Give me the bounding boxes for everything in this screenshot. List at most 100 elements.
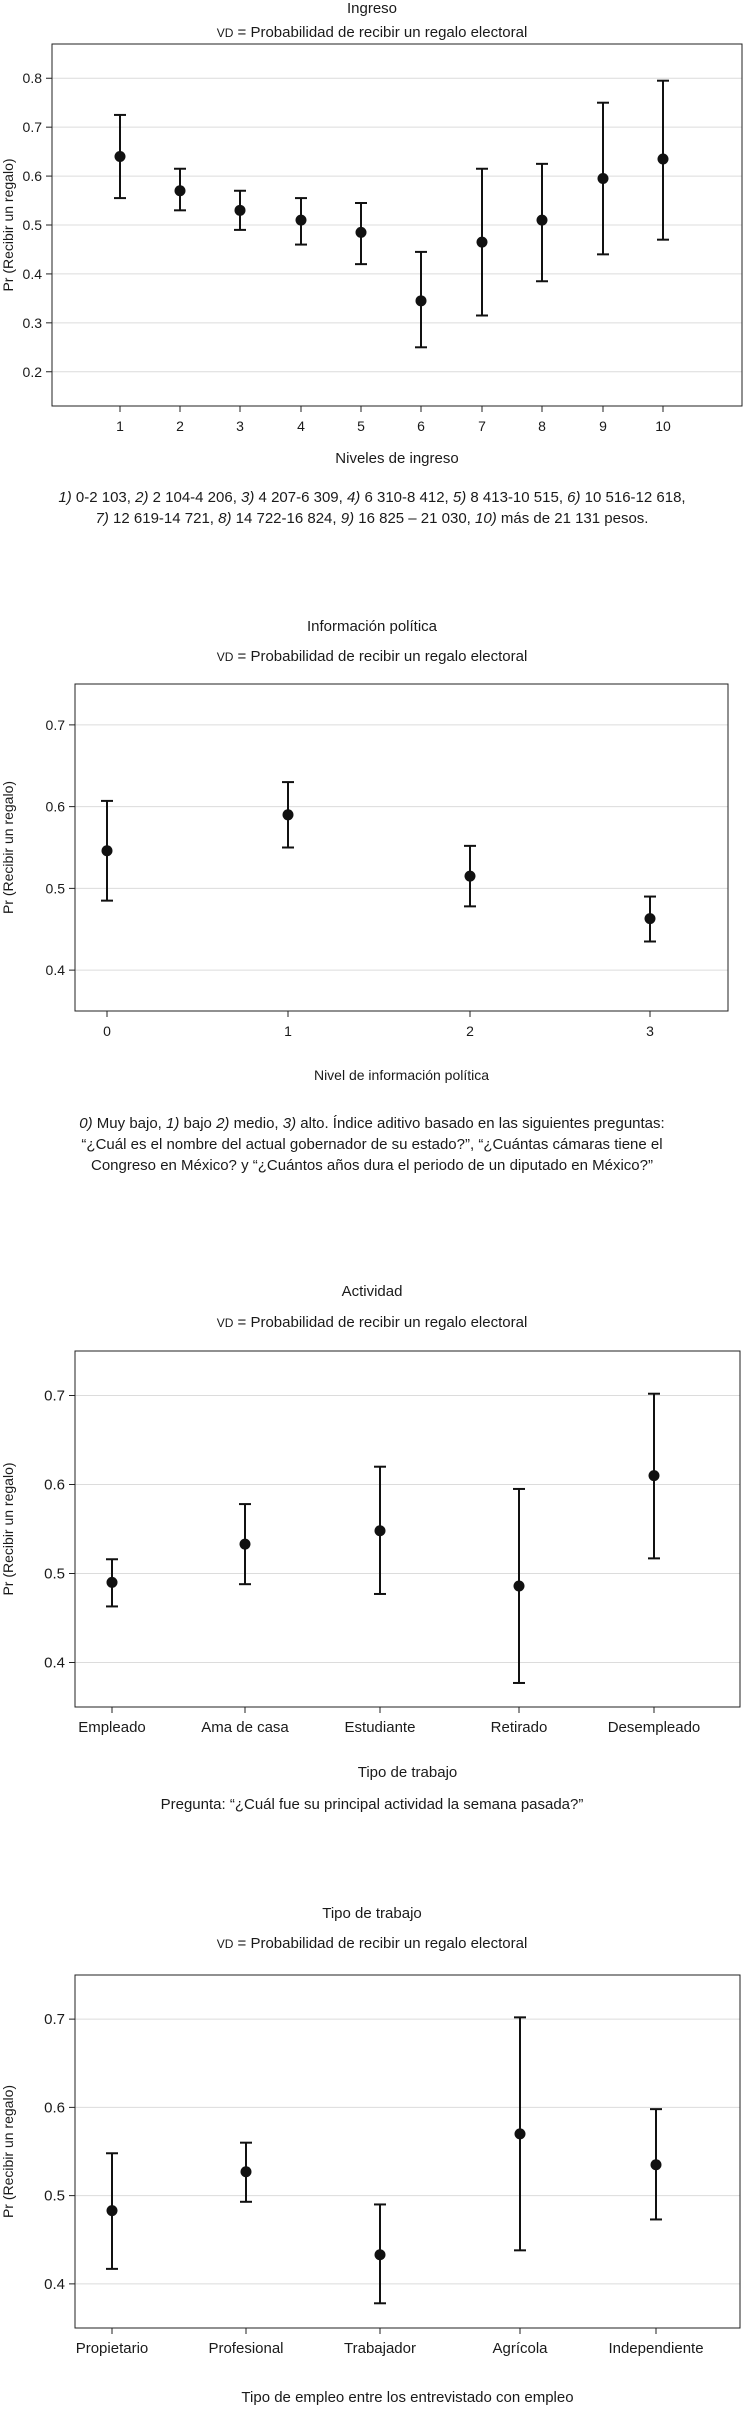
data-point (464, 870, 476, 882)
note-marker: 5) (452, 489, 467, 506)
data-point (355, 226, 367, 238)
data-point (240, 2166, 252, 2178)
data-point (374, 1525, 386, 1537)
data-point (644, 913, 656, 925)
subtitle-text: = Probabilidad de recibir un regalo elec… (233, 24, 528, 41)
x-tick-label: 9 (599, 418, 607, 434)
y-axis-label: Pr (Recibir un regalo) (0, 158, 16, 291)
y-tick-label: 0.6 (23, 168, 43, 184)
data-point (106, 1576, 118, 1588)
x-tick-label: 1 (284, 1023, 292, 1039)
y-tick-label: 0.6 (44, 1477, 65, 1494)
chart-note: 0) Muy bajo, 1) bajo 2) medio, 3) alto. … (79, 1115, 665, 1174)
chart-subtitle: VD = Probabilidad de recibir un regalo e… (0, 1314, 744, 1331)
data-point (648, 1470, 660, 1482)
subtitle-prefix: VD (216, 650, 234, 664)
data-point (513, 1580, 525, 1592)
x-tick-label: 4 (297, 418, 305, 434)
subtitle-text: = Probabilidad de recibir un regalo elec… (233, 1314, 528, 1331)
y-tick-label: 0.6 (44, 2099, 65, 2116)
y-tick-label: 0.4 (44, 2276, 65, 2293)
data-point (514, 2128, 526, 2140)
y-tick-label: 0.3 (23, 315, 43, 331)
x-tick-label: 6 (417, 418, 425, 434)
y-tick-label: 0.7 (23, 119, 43, 135)
y-axis-label: Pr (Recibir un regalo) (0, 1462, 16, 1595)
x-tick-label: Propietario (76, 2340, 149, 2357)
subtitle-text: = Probabilidad de recibir un regalo elec… (233, 648, 528, 665)
chart-title: Tipo de trabajo (322, 1905, 422, 1922)
y-tick-label: 0.8 (23, 70, 43, 86)
x-tick-label: 5 (357, 418, 365, 434)
data-point (476, 236, 488, 248)
note-marker: 6) (567, 489, 581, 506)
data-point (114, 151, 126, 163)
x-tick-label: Estudiante (345, 1719, 416, 1736)
note-marker: 0) (79, 1115, 93, 1132)
data-point (597, 173, 609, 185)
note-marker: 2) (216, 1115, 230, 1132)
note-marker: 7) (95, 510, 109, 527)
x-tick-label: Profesional (208, 2340, 283, 2357)
y-tick-label: 0.4 (46, 962, 66, 978)
y-axis-label: Pr (Recibir un regalo) (0, 781, 16, 914)
y-tick-label: 0.4 (44, 1655, 65, 1672)
data-point (415, 295, 427, 307)
y-tick-label: 0.7 (44, 2011, 65, 2028)
x-tick-label: 2 (466, 1023, 474, 1039)
data-point (650, 2159, 662, 2171)
data-point (106, 2205, 118, 2217)
chart-title: Ingreso (346, 0, 398, 17)
y-tick-label: 0.5 (44, 1566, 65, 1583)
x-tick-label: Trabajador (344, 2340, 416, 2357)
data-point (374, 2249, 386, 2261)
y-tick-label: 0.4 (23, 266, 43, 282)
data-point (174, 185, 186, 197)
data-point (101, 845, 113, 857)
x-tick-label: 2 (176, 418, 184, 434)
note-marker: 4) (346, 489, 361, 506)
note-marker: 3) (282, 1115, 297, 1132)
chart-title: Información política (306, 618, 438, 635)
chart-subtitle: VD = Probabilidad de recibir un regalo e… (0, 1935, 744, 1952)
plot-frame (74, 683, 729, 1012)
x-tick-label: 7 (478, 418, 486, 434)
x-tick-label: 8 (538, 418, 546, 434)
x-axis-label: Tipo de trabajo (358, 1764, 458, 1781)
note-marker: 3) (241, 489, 255, 506)
x-tick-label: 3 (236, 418, 244, 434)
chart-note: Pregunta: “¿Cuál fue su principal activi… (160, 1796, 584, 1813)
note-marker: 2) (135, 489, 149, 506)
data-point (295, 214, 307, 226)
data-point (657, 153, 669, 165)
x-tick-label: Ama de casa (201, 1719, 289, 1736)
chart-title: Actividad (341, 1283, 403, 1300)
data-point (234, 204, 246, 216)
data-point (282, 809, 294, 821)
plot-frame (74, 1974, 741, 2329)
chart-subtitle: VD = Probabilidad de recibir un regalo e… (0, 648, 744, 665)
subtitle-prefix: VD (216, 1937, 234, 1951)
x-axis-label: Nivel de información política (314, 1067, 489, 1083)
y-tick-label: 0.2 (23, 364, 43, 380)
y-tick-label: 0.5 (44, 2188, 65, 2205)
x-tick-label: 10 (655, 418, 671, 434)
data-point (536, 214, 548, 226)
x-axis-label: Niveles de ingreso (335, 450, 458, 467)
subtitle-prefix: VD (216, 1316, 234, 1330)
data-point (239, 1538, 251, 1550)
x-tick-label: Empleado (78, 1719, 146, 1736)
y-tick-label: 0.6 (46, 799, 66, 815)
y-axis-label: Pr (Recibir un regalo) (0, 2085, 16, 2218)
x-tick-label: 0 (103, 1023, 111, 1039)
plot-frame (74, 1350, 741, 1708)
note-marker: 10) (475, 510, 497, 527)
x-tick-label: Desempleado (608, 1719, 701, 1736)
y-tick-label: 0.5 (23, 217, 43, 233)
note-marker: 9) (340, 510, 355, 527)
note-marker: 1) (166, 1115, 180, 1132)
